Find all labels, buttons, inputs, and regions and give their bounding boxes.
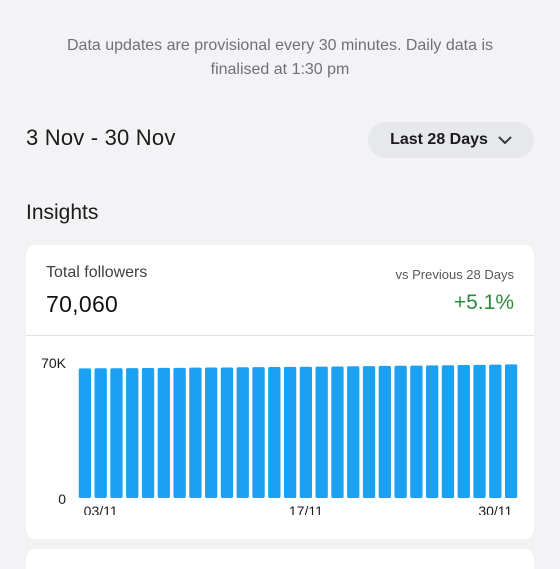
- chart-bar[interactable]: [489, 364, 502, 498]
- chart-bar[interactable]: [78, 368, 92, 498]
- chart-bar[interactable]: [299, 366, 313, 498]
- chart-bar[interactable]: [220, 367, 234, 498]
- total-followers-value: 70,060: [46, 291, 119, 317]
- y-tick-label: 0: [58, 491, 66, 507]
- chart-bar[interactable]: [283, 366, 297, 498]
- chart-bar[interactable]: [473, 364, 486, 498]
- data-update-notice: Data updates are provisional every 30 mi…: [67, 37, 493, 78]
- chart-bar[interactable]: [378, 365, 391, 498]
- chart-bar[interactable]: [426, 365, 439, 498]
- chart-bar[interactable]: [315, 366, 328, 498]
- y-tick-label: 70K: [41, 355, 67, 371]
- chart-bar[interactable]: [141, 368, 155, 498]
- followers-card[interactable]: Total followers 70,060 vs Previous 28 Da…: [26, 245, 534, 539]
- chart-bar[interactable]: [126, 368, 139, 498]
- total-followers-label: Total followers: [46, 264, 148, 281]
- chart-bar[interactable]: [205, 367, 218, 498]
- chart-bar[interactable]: [236, 367, 249, 498]
- chart-bar[interactable]: [110, 368, 123, 498]
- chart-bar[interactable]: [441, 365, 455, 498]
- chevron-down-icon: [498, 136, 512, 144]
- chart-bar[interactable]: [268, 367, 281, 498]
- x-tick-label: 30/11: [478, 503, 512, 515]
- insights-heading: Insights: [26, 201, 99, 224]
- date-range-title: 3 Nov - 30 Nov: [26, 125, 176, 150]
- card-divider: [26, 335, 534, 336]
- chart-bar[interactable]: [252, 367, 265, 498]
- chart-bar[interactable]: [331, 366, 344, 498]
- chart-bar[interactable]: [189, 367, 202, 498]
- x-tick-label: 03/11: [84, 503, 118, 515]
- chart-bar[interactable]: [394, 365, 407, 498]
- follower-change-percent: +5.1%: [453, 291, 514, 314]
- chart-bar[interactable]: [347, 366, 360, 498]
- chart-bar[interactable]: [157, 367, 170, 498]
- date-range-selector[interactable]: Last 28 Days: [368, 122, 534, 158]
- chart-bar[interactable]: [94, 368, 107, 498]
- chart-bar[interactable]: [504, 364, 518, 498]
- chart-bar[interactable]: [457, 365, 470, 498]
- next-card-edge: [26, 549, 534, 569]
- followers-bar-chart: 0 70K 03/11 17/11 30/11: [41, 355, 518, 515]
- date-range-selector-label: Last 28 Days: [390, 131, 488, 148]
- comparison-period-label: vs Previous 28 Days: [395, 267, 515, 282]
- chart-bar[interactable]: [410, 365, 423, 498]
- x-tick-label: 17/11: [289, 503, 323, 515]
- chart-bar[interactable]: [173, 367, 186, 498]
- chart-bar[interactable]: [362, 366, 376, 498]
